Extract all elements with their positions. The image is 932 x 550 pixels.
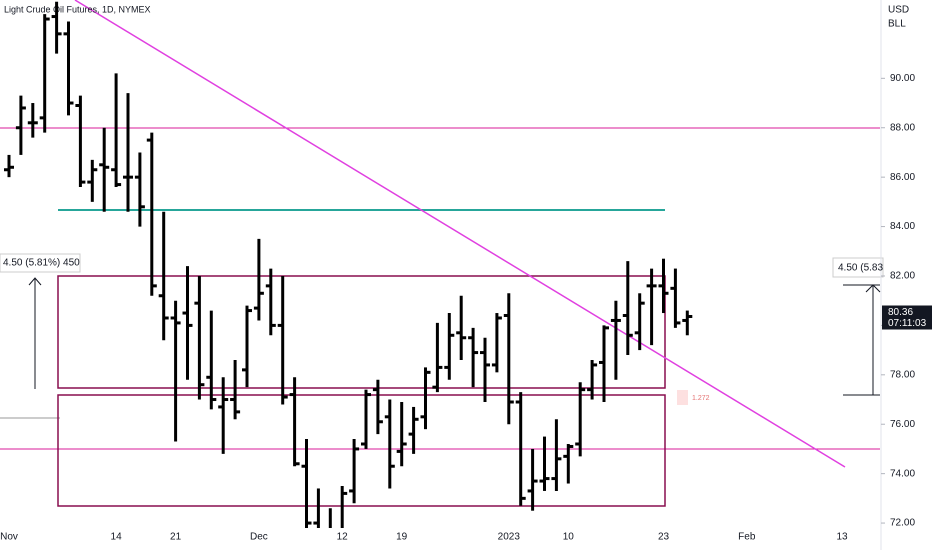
bars	[4, 1, 693, 528]
x-tick-label: 13	[836, 532, 848, 543]
x-tick-label: 19	[396, 532, 408, 543]
fib-label: 1.272	[692, 395, 710, 402]
measure-box	[0, 253, 81, 273]
x-tick-label: Dec	[250, 532, 268, 543]
x-tick-label: 21	[170, 532, 182, 543]
range-box	[57, 275, 666, 389]
y-tick-label: 88.00	[890, 122, 915, 133]
fib-box	[677, 390, 688, 405]
x-tick-label: 23	[658, 532, 670, 543]
x-tick-label: 2023	[498, 532, 521, 543]
last-price: 80.36	[888, 307, 913, 318]
x-tick-label: 12	[337, 532, 349, 543]
trendline	[74, 0, 846, 468]
currency: USD	[888, 5, 909, 16]
x-tick-label: Feb	[738, 532, 756, 543]
countdown: 07:11:03	[888, 318, 927, 329]
y-tick-label: 82.00	[890, 271, 915, 282]
drawings	[0, 0, 884, 550]
range-box	[57, 394, 666, 507]
y-tick-label: 84.00	[890, 221, 915, 232]
x-tick-label: Nov	[0, 532, 18, 543]
x-tick-label: 10	[563, 532, 575, 543]
y-tick-label: 78.00	[890, 369, 915, 380]
chart-title: Light Crude Oil Futures, 1D, NYMEX	[4, 4, 151, 14]
y-tick-label: 74.00	[890, 468, 915, 479]
measure-label: 4.50 (5.83	[838, 263, 883, 274]
y-tick-label: 90.00	[890, 73, 915, 84]
y-tick-label: 86.00	[890, 172, 915, 183]
x-tick-label: 14	[111, 532, 123, 543]
y-tick-label: 76.00	[890, 419, 915, 430]
y-tick-label: 72.00	[890, 518, 915, 529]
last-price-box	[882, 305, 932, 330]
arrow-head	[28, 277, 42, 286]
measure-box	[832, 257, 884, 278]
measure-label: 4.50 (5.81%) 450	[3, 258, 80, 269]
unit: BLL	[888, 19, 906, 30]
